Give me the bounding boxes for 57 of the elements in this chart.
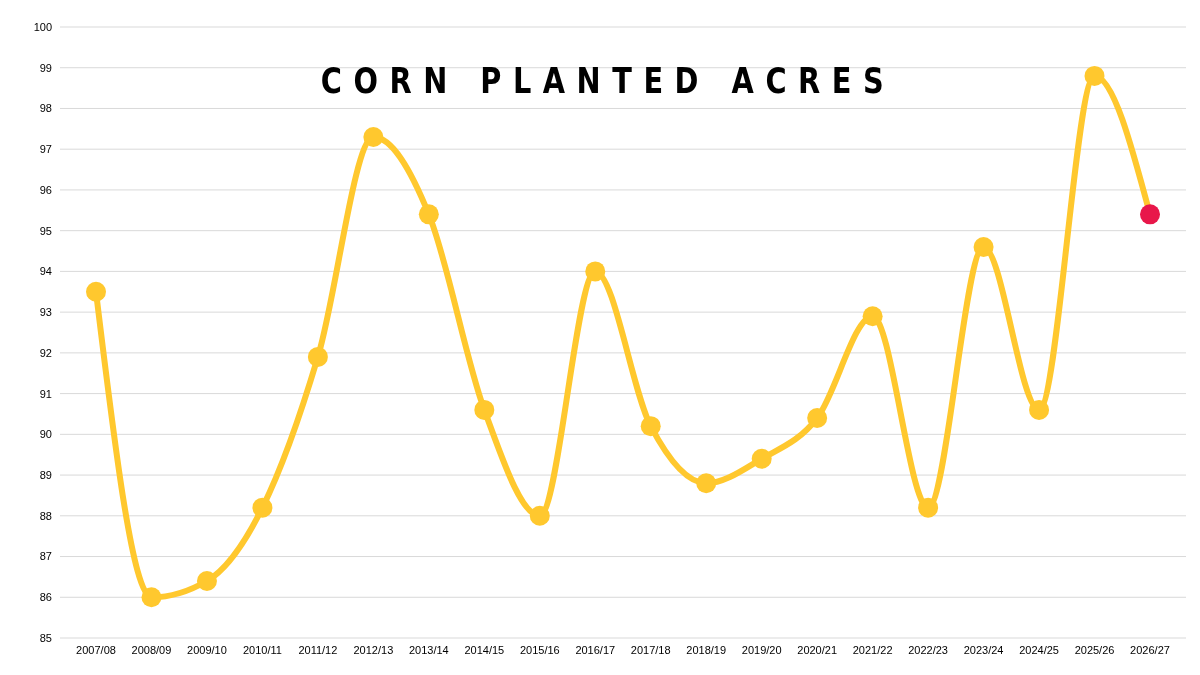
y-tick-label: 96 [39, 183, 52, 196]
point [1140, 204, 1160, 225]
y-tick-label: 90 [39, 428, 52, 441]
point [529, 505, 550, 526]
x-tick-label: 2015/16 [519, 643, 560, 656]
point [918, 497, 939, 518]
y-tick-label: 95 [39, 224, 52, 237]
x-tick-label: 2018/19 [686, 643, 727, 656]
x-tick-label: 2026/27 [1130, 643, 1170, 656]
y-tick-label: 92 [39, 346, 52, 359]
y-tick-label: 94 [39, 265, 52, 278]
point [640, 416, 661, 437]
point [807, 408, 828, 429]
point [141, 587, 162, 608]
point [474, 399, 495, 420]
x-tick-label: 2023/24 [963, 643, 1004, 656]
point [1029, 399, 1050, 420]
x-tick-label: 2010/11 [242, 643, 282, 656]
y-tick-label: 87 [39, 550, 52, 563]
point [1084, 65, 1105, 86]
x-tick-label: 2007/08 [76, 643, 116, 656]
point [86, 281, 106, 302]
point [196, 570, 217, 591]
y-tick-label: 100 [33, 20, 52, 33]
point [973, 236, 994, 257]
y-tick-label: 88 [39, 509, 52, 522]
y-tick-label: 86 [39, 591, 52, 604]
y-tick-label: 85 [39, 631, 52, 644]
x-tick-label: 2011/12 [298, 643, 338, 656]
point [696, 473, 717, 494]
x-tick-label: 2014/15 [464, 643, 505, 656]
point [751, 448, 772, 469]
x-tick-label: 2012/13 [353, 643, 394, 656]
x-tick-label: 2008/09 [131, 643, 172, 656]
x-tick-label: 2024/25 [1019, 643, 1059, 656]
x-tick-label: 2021/22 [852, 643, 893, 656]
point [307, 346, 328, 367]
y-tick-label: 97 [39, 143, 52, 156]
point [252, 497, 273, 518]
text: CORN PLANTED ACRES [319, 60, 897, 101]
x-tick-label: 2016/17 [575, 643, 616, 656]
point [363, 126, 384, 147]
x-tick-label: 2013/14 [408, 643, 449, 656]
y-tick-label: 89 [39, 468, 52, 481]
x-tick-label: 2025/26 [1074, 643, 1115, 656]
y-tick-label: 93 [39, 306, 52, 319]
x-tick-label: 2020/21 [797, 643, 838, 656]
point [418, 204, 439, 225]
y-tick-label: 98 [39, 102, 52, 115]
x-tick-label: 2019/20 [741, 643, 782, 656]
point [585, 261, 606, 282]
y-tick-label: 99 [39, 61, 52, 74]
x-tick-label: 2017/18 [630, 643, 671, 656]
point [862, 306, 883, 327]
x-tick-label: 2022/23 [908, 643, 948, 656]
y-tick-label: 91 [39, 387, 52, 400]
x-tick-label: 2009/10 [187, 643, 227, 656]
